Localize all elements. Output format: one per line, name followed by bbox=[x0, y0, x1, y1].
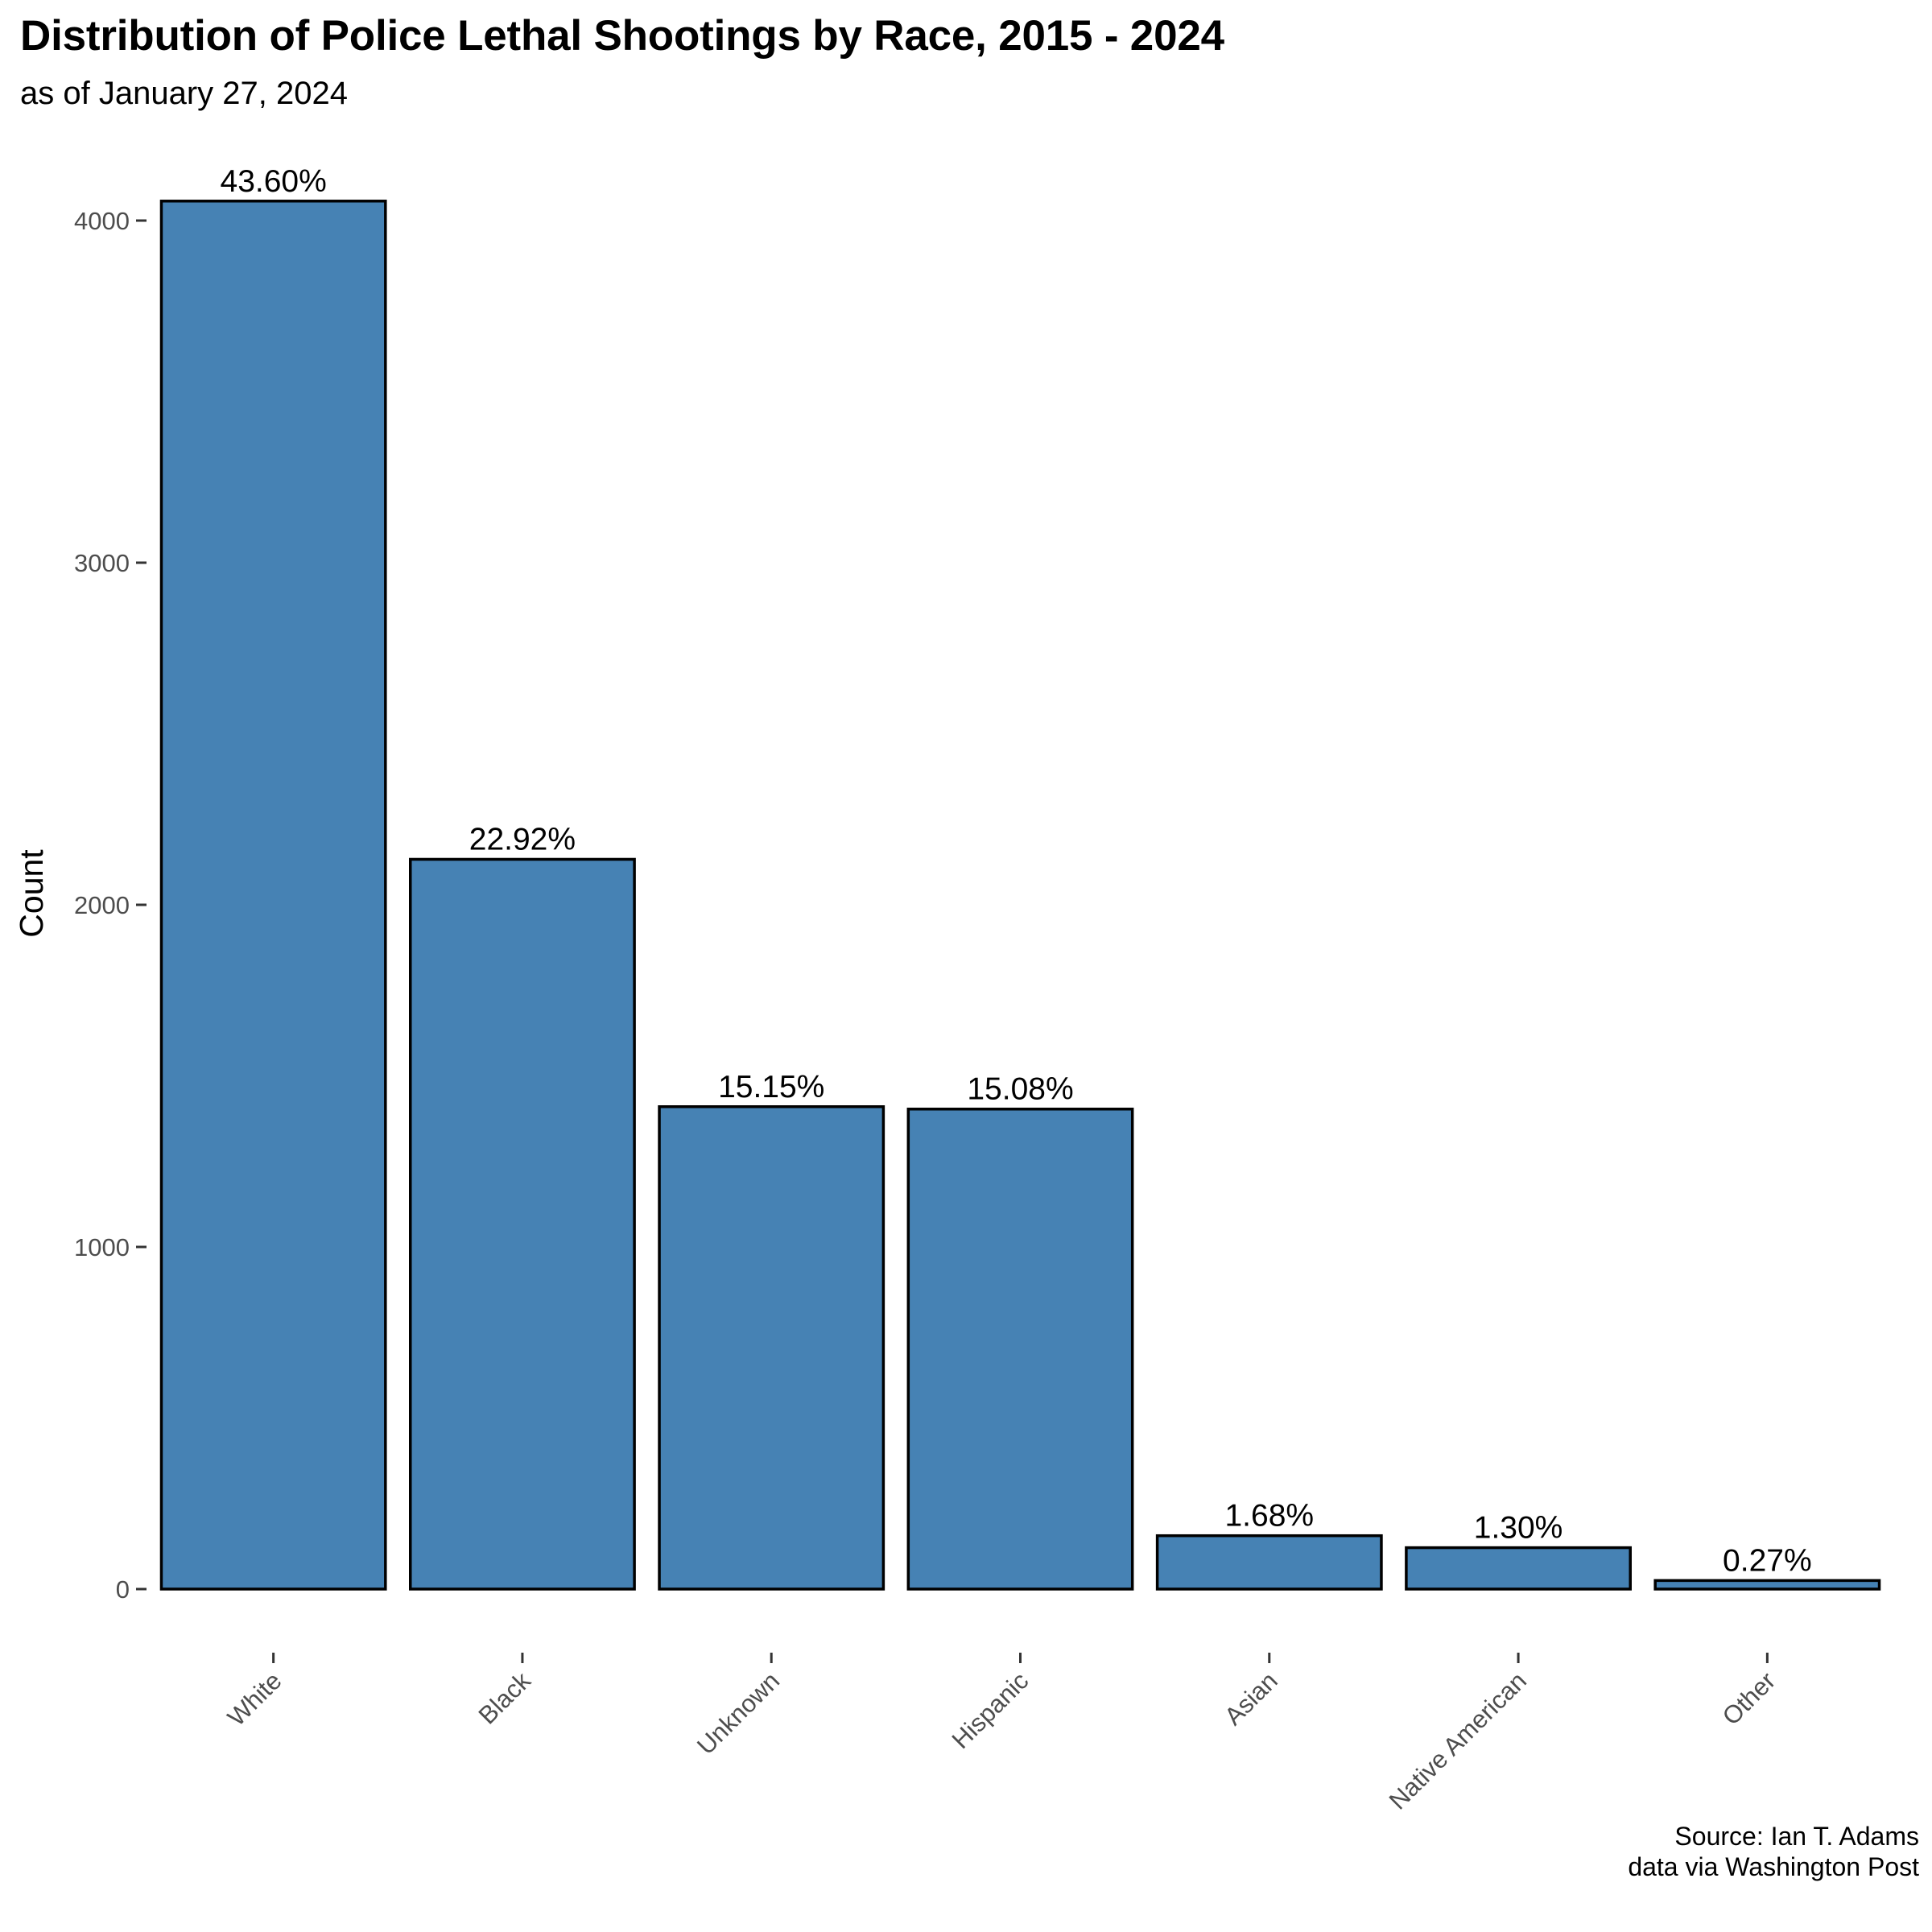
bar bbox=[1653, 1579, 1881, 1591]
bar-value-label: 15.08% bbox=[967, 1072, 1073, 1107]
chart-title: Distribution of Police Lethal Shootings … bbox=[20, 12, 1224, 60]
x-tick-label: Hispanic bbox=[947, 1666, 1034, 1754]
y-tick-label: 1000 bbox=[74, 1233, 130, 1261]
y-axis: 0 1000 2000 3000 4000 bbox=[74, 207, 147, 1604]
chart-subtitle: as of January 27, 2024 bbox=[20, 76, 348, 111]
bar bbox=[658, 1105, 886, 1591]
x-tick-label: Other bbox=[1717, 1666, 1781, 1731]
y-axis-label: Count bbox=[13, 849, 50, 938]
x-tick-label: Asian bbox=[1219, 1666, 1283, 1731]
bars-group: 43.60% 22.92% 15.15% 15.08% 1.68% 1.30% 0.27% bbox=[159, 164, 1881, 1591]
x-tick-label: Native American bbox=[1384, 1666, 1532, 1814]
bar-value-label: 1.68% bbox=[1224, 1499, 1314, 1534]
bar bbox=[906, 1107, 1134, 1591]
caption-source: Source: Ian T. Adams bbox=[1674, 1822, 1919, 1851]
bar bbox=[409, 857, 636, 1591]
y-tick-label: 4000 bbox=[74, 207, 130, 235]
bar-value-label: 15.15% bbox=[718, 1070, 824, 1104]
bar-value-label: 22.92% bbox=[469, 822, 576, 857]
caption-data-source: data via Washington Post bbox=[1628, 1852, 1919, 1881]
x-axis: White Black Unknown Hispanic Asian Native Ame… bbox=[222, 1653, 1781, 1815]
chart-caption: Source: Ian T. Adams data via Washington… bbox=[1628, 1821, 1919, 1882]
y-tick-label: 2000 bbox=[74, 891, 130, 919]
bar bbox=[1405, 1546, 1632, 1591]
bar bbox=[159, 200, 387, 1591]
x-tick-label: Unknown bbox=[691, 1666, 785, 1760]
y-tick-label: 0 bbox=[116, 1575, 130, 1604]
bar-value-label: 43.60% bbox=[221, 164, 327, 199]
y-tick-label: 3000 bbox=[74, 549, 130, 577]
bar-value-label: 0.27% bbox=[1723, 1543, 1812, 1578]
x-tick-label: Black bbox=[473, 1666, 537, 1730]
bar-value-label: 1.30% bbox=[1474, 1511, 1563, 1546]
x-tick-label: White bbox=[222, 1666, 287, 1732]
bar bbox=[1155, 1534, 1383, 1591]
